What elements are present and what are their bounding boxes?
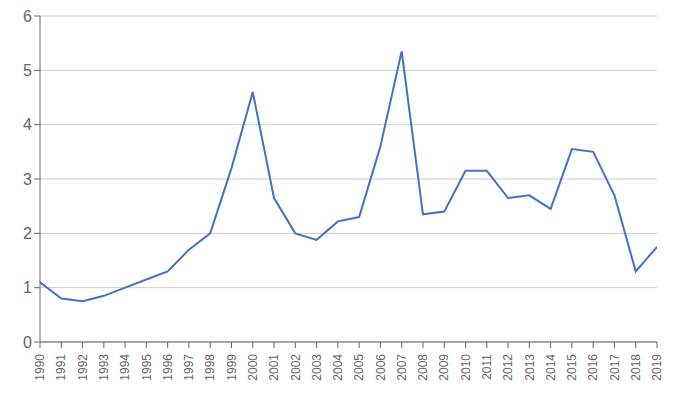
svg-text:2019: 2019 (650, 354, 664, 381)
svg-text:2014: 2014 (544, 354, 558, 381)
svg-text:2018: 2018 (629, 354, 643, 381)
svg-text:2015: 2015 (565, 354, 579, 381)
svg-text:0: 0 (23, 334, 32, 351)
svg-text:2017: 2017 (608, 354, 622, 381)
svg-text:1995: 1995 (140, 354, 154, 381)
svg-text:2006: 2006 (374, 354, 388, 381)
svg-text:2008: 2008 (416, 354, 430, 381)
svg-text:2012: 2012 (501, 354, 515, 381)
svg-text:1994: 1994 (118, 354, 132, 381)
svg-text:1998: 1998 (203, 354, 217, 381)
svg-text:5: 5 (23, 62, 32, 79)
svg-text:2001: 2001 (267, 354, 281, 381)
svg-text:2009: 2009 (437, 354, 451, 381)
svg-text:1: 1 (23, 279, 32, 296)
svg-text:2002: 2002 (289, 354, 303, 381)
svg-text:2007: 2007 (395, 354, 409, 381)
svg-text:1999: 1999 (225, 354, 239, 381)
svg-text:1997: 1997 (182, 354, 196, 381)
svg-text:2005: 2005 (352, 354, 366, 381)
svg-text:2016: 2016 (586, 354, 600, 381)
svg-text:2011: 2011 (480, 354, 494, 380)
svg-text:3: 3 (23, 171, 32, 188)
svg-text:2013: 2013 (523, 354, 537, 381)
svg-text:1996: 1996 (161, 354, 175, 381)
svg-text:2: 2 (23, 225, 32, 242)
svg-text:1991: 1991 (54, 354, 68, 381)
svg-text:1993: 1993 (97, 354, 111, 381)
svg-text:2003: 2003 (310, 354, 324, 381)
svg-text:1990: 1990 (33, 354, 47, 381)
svg-text:4: 4 (23, 116, 32, 133)
svg-text:6: 6 (23, 8, 32, 25)
svg-text:2004: 2004 (331, 354, 345, 381)
svg-text:2010: 2010 (459, 354, 473, 381)
svg-text:1992: 1992 (76, 354, 90, 381)
svg-text:2000: 2000 (246, 354, 260, 381)
